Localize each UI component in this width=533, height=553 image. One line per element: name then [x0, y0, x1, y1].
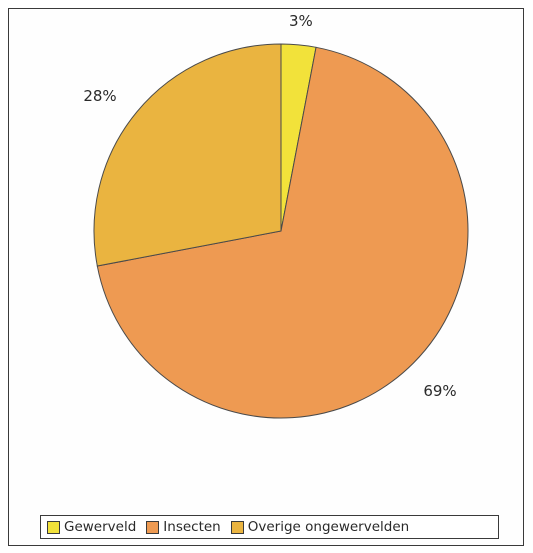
legend-item-insecten: Insecten [146, 519, 221, 535]
legend-label-gewerveld: Gewerveld [64, 519, 137, 535]
pie-slice-overige-ongewervelden [93, 43, 282, 267]
legend-label-insecten: Insecten [163, 519, 221, 535]
data-label-insecten: 69% [423, 382, 456, 400]
pie-slice-insecten [96, 46, 469, 419]
data-label-overige-ongewervelden: 28% [83, 87, 116, 105]
legend-swatch-gewerveld [47, 520, 60, 534]
legend-item-gewerveld: Gewerveld [47, 519, 136, 535]
legend-item-overige-ongewervelden: Overige ongewervelden [230, 519, 410, 535]
pie-slices [93, 43, 469, 419]
legend-swatch-insecten [146, 520, 160, 534]
pie-data-labels: 3% 69% 28% [83, 12, 456, 400]
data-label-gewerveld: 3% [289, 12, 313, 30]
legend: Gewerveld Insecten Overige ongewervelden [40, 515, 499, 539]
legend-label-overige-ongewervelden: Overige ongewervelden [247, 519, 410, 535]
legend-swatch-overige-ongewervelden [230, 520, 244, 534]
